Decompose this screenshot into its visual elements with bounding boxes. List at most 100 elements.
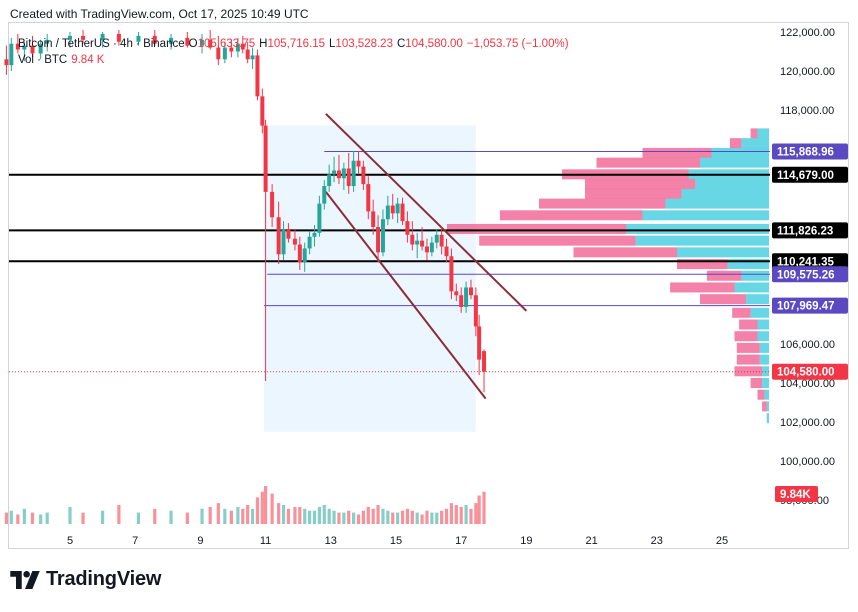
candle-body bbox=[332, 170, 337, 175]
legend-symbol[interactable]: Bitcoin / TetherUS · 4h · Binance bbox=[18, 38, 185, 50]
volume-bar bbox=[39, 514, 43, 524]
legend-row-ohlc: Bitcoin / TetherUS · 4h · Binance O105,63… bbox=[18, 36, 569, 52]
level-price-label-bg bbox=[772, 222, 848, 239]
volume-bar bbox=[366, 506, 370, 524]
candle-body bbox=[229, 47, 234, 52]
x-tick-label-text: 5 bbox=[67, 535, 73, 547]
x-tick-label-text: 9 bbox=[197, 535, 203, 547]
candle-body bbox=[4, 59, 9, 66]
candle-body bbox=[22, 45, 27, 50]
candle-body bbox=[434, 234, 439, 243]
candle-body bbox=[185, 37, 190, 46]
volume-profile-bar-up bbox=[677, 247, 769, 258]
candle-body bbox=[454, 291, 459, 296]
x-tick-label: 17 bbox=[455, 535, 467, 547]
volume-bar bbox=[241, 508, 245, 524]
volume-profile-bar-down bbox=[585, 188, 682, 199]
volume-profile-bar-down bbox=[447, 223, 627, 234]
volume-bar bbox=[469, 508, 473, 524]
legend-open-value: 105,633.75 bbox=[197, 38, 256, 50]
candle-body bbox=[322, 186, 327, 204]
tradingview-logo[interactable]: TradingView bbox=[10, 568, 161, 591]
candle-body bbox=[286, 228, 291, 239]
x-tick-label-text: 25 bbox=[716, 535, 728, 547]
candle-body bbox=[429, 242, 434, 253]
volume-bar bbox=[281, 505, 286, 524]
candle-body bbox=[15, 43, 20, 50]
volume-profile-bar-down bbox=[677, 259, 728, 270]
last-price-label-bg bbox=[772, 363, 848, 380]
x-tick-label-text: 13 bbox=[325, 535, 337, 547]
x-tick-label: 9 bbox=[197, 535, 203, 547]
legend-close-value: 104,580.00 bbox=[405, 38, 463, 50]
x-tick-label: 21 bbox=[585, 535, 597, 547]
legend-close-label: C bbox=[396, 38, 406, 50]
candle-body bbox=[312, 232, 317, 237]
volume-bar bbox=[185, 512, 189, 524]
volume-bar bbox=[45, 512, 49, 524]
x-tick-label-text: 23 bbox=[651, 535, 663, 547]
x-tick-label: 13 bbox=[325, 535, 337, 547]
volume-bar bbox=[298, 506, 302, 524]
volume-profile-bar-down bbox=[573, 247, 677, 258]
level-price-label-bg bbox=[772, 143, 848, 160]
channel-line-upper bbox=[325, 113, 528, 312]
volume-bar bbox=[327, 508, 331, 524]
level-price-label-bg bbox=[772, 266, 848, 283]
volume-profile-bar-down bbox=[539, 198, 666, 209]
candle-body bbox=[477, 326, 482, 360]
volume-bar bbox=[322, 505, 326, 524]
volume-bar bbox=[361, 510, 365, 524]
volume-bar bbox=[405, 508, 410, 524]
x-tick-label-text: 17 bbox=[455, 535, 467, 547]
y-tick-label-text: 100,000.00 bbox=[780, 456, 835, 468]
volume-bar bbox=[30, 512, 35, 524]
volume-bar bbox=[16, 514, 20, 524]
volume-profile-bar-up bbox=[746, 294, 769, 305]
y-tick-label: 120,000.00 bbox=[780, 66, 835, 78]
volume-bar bbox=[22, 508, 26, 524]
volume-bar bbox=[81, 512, 85, 524]
volume-profile-bar-up bbox=[764, 389, 769, 400]
candle-body bbox=[361, 166, 366, 185]
last-price-label: 104,580.00 bbox=[772, 363, 848, 380]
chart-frame[interactable] bbox=[8, 22, 849, 549]
volume-bar bbox=[153, 508, 157, 524]
tradingview-wordmark: TradingView bbox=[46, 568, 162, 590]
volume-profile-bar-up bbox=[695, 179, 769, 190]
volume-bar bbox=[293, 506, 297, 524]
volume-bar bbox=[376, 505, 380, 524]
x-tick-label-text: 7 bbox=[132, 535, 138, 547]
volume-profile-bar-up bbox=[741, 270, 769, 281]
candle-body bbox=[341, 168, 346, 179]
candle-body bbox=[152, 35, 157, 44]
volume-bar bbox=[449, 503, 454, 524]
volume-profile-bar-down bbox=[757, 389, 765, 400]
candle-body bbox=[302, 248, 307, 263]
candle-body bbox=[297, 244, 302, 263]
candle-body bbox=[38, 43, 43, 54]
y-tick-label-text: 102,000.00 bbox=[780, 417, 835, 429]
volume-bar bbox=[356, 514, 361, 524]
volume-bar bbox=[352, 512, 356, 524]
volume-bar bbox=[459, 506, 463, 524]
candle-body bbox=[405, 221, 410, 235]
volume-bar bbox=[474, 503, 478, 524]
legend-volume-label[interactable]: Vol · BTC bbox=[18, 54, 68, 66]
volume-profile-bar-down bbox=[750, 378, 763, 388]
volume-bar bbox=[477, 495, 481, 524]
y-tick-label: 118,000.00 bbox=[780, 105, 834, 117]
y-tick-label-text: 122,000.00 bbox=[780, 27, 835, 39]
candle-body bbox=[317, 203, 322, 233]
candle-body bbox=[235, 43, 240, 52]
level-price-label-text: 114,679.00 bbox=[777, 170, 834, 182]
volume-profile-bar-up bbox=[734, 282, 769, 293]
volume-profile-bar-down bbox=[734, 331, 758, 342]
candle-body bbox=[30, 45, 35, 54]
header-caption: Created with TradingView.com, Oct 17, 20… bbox=[10, 7, 309, 21]
candle-body bbox=[336, 170, 341, 179]
candle-body bbox=[473, 295, 478, 327]
level-price-label: 111,826.23 bbox=[772, 222, 848, 239]
candle-body bbox=[250, 55, 255, 60]
